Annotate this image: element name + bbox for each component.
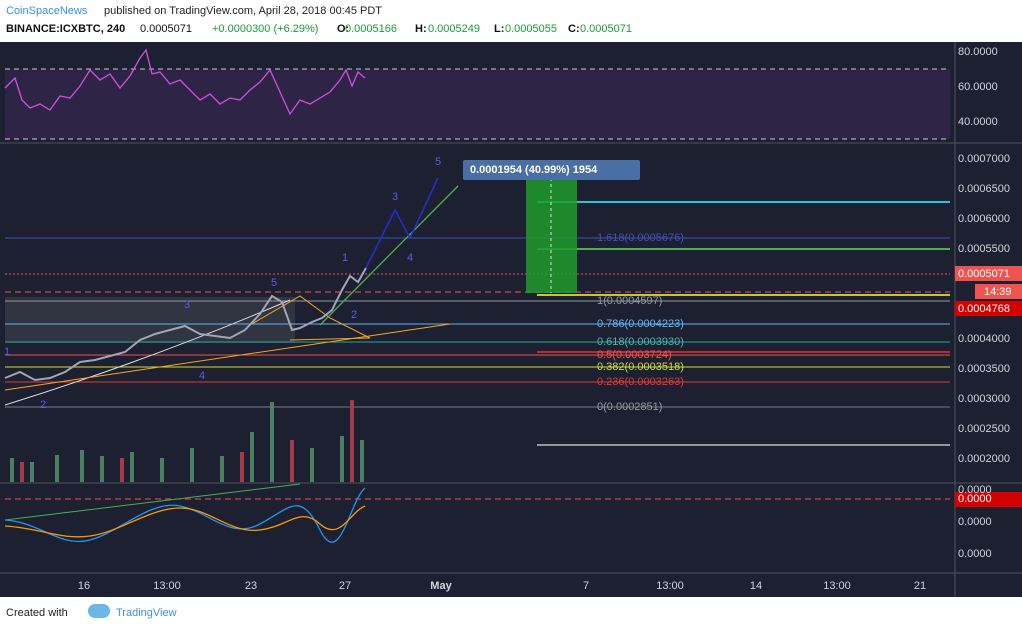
axis-label: 0.0000 (958, 484, 992, 496)
axis-label: 0.0002000 (958, 453, 1010, 465)
volume (10, 402, 364, 482)
wave-label: 5 (435, 156, 441, 168)
time-label: 27 (339, 580, 351, 592)
trend-line (4, 323, 451, 391)
axis-label: 80.0000 (958, 46, 998, 58)
ohlc-value: 0.0005071 (580, 23, 632, 35)
change: +0.0000300 (+6.29%) (212, 23, 318, 35)
badge (975, 284, 1022, 299)
measure-label: 0.0001954 (40.99%) 1954 (470, 164, 598, 176)
wave-label: 4 (407, 252, 413, 264)
axis-label: 0.0004000 (958, 333, 1010, 345)
ohlc-key: L: (494, 23, 504, 35)
badge (955, 492, 1022, 507)
wave-label: 2 (351, 309, 357, 321)
ohlc-key: C: (568, 23, 580, 35)
last-price: 0.0005071 (140, 23, 192, 35)
fib-label: 0.5(0.0003724) (597, 349, 672, 361)
ohlc-value: 0.0005055 (505, 23, 557, 35)
fib-label: 0.382(0.0003518) (597, 361, 684, 373)
time-label: 13:00 (656, 580, 684, 592)
wave-label: 4 (199, 370, 205, 382)
osc-line (4, 487, 366, 543)
fib-label: 0.236(0.0003263) (597, 376, 684, 388)
fib-label: 0(0.0002851) (597, 401, 662, 413)
footer-bg (0, 597, 1022, 630)
axis-label: 0.0006500 (958, 183, 1010, 195)
signal-line (4, 505, 366, 538)
rsi-band (5, 69, 950, 139)
axis-label: 0.0007000 (958, 153, 1010, 165)
wave-label: 1 (4, 346, 10, 358)
axis-label: 40.0000 (958, 116, 998, 128)
axis-label: 0.0003000 (958, 393, 1010, 405)
fib-label: 1(0.0004597) (597, 295, 662, 307)
axis-label: 0.0000 (958, 516, 992, 528)
footer-text: Created with (6, 607, 68, 619)
time-label: 7 (583, 580, 589, 592)
fib-label: 0.786(0.0004223) (597, 318, 684, 330)
author: CoinSpaceNews (6, 5, 88, 17)
axis-label: 0.0003500 (958, 363, 1010, 375)
time-label: 13:00 (823, 580, 851, 592)
measure-label-bg (463, 160, 640, 180)
symbol: BINANCE:ICXBTC, 240 (6, 23, 125, 35)
axis-label: 0.0002500 (958, 423, 1010, 435)
badge (955, 266, 1022, 281)
trend-curve (4, 299, 291, 406)
time-label: May (430, 580, 452, 592)
footer-brand: TradingView (116, 607, 177, 619)
badge-text: 0.0000 (958, 493, 992, 505)
header-bg (0, 0, 1022, 42)
fib-label: 1.618(0.0005676) (597, 232, 684, 244)
axis-label: 0.0005500 (958, 243, 1010, 255)
time-label: 13:00 (153, 580, 181, 592)
ohlc-key: O: (337, 23, 349, 35)
published: published on TradingView.com, April 28, … (104, 5, 382, 17)
trend-line (4, 483, 301, 521)
wave-path (359, 177, 439, 281)
wave-label: 3 (392, 191, 398, 203)
badge (955, 301, 1022, 316)
time-label: 23 (245, 580, 257, 592)
axis-label: 0.0000 (958, 548, 992, 560)
badge-text: 0.0004768 (958, 303, 1010, 315)
wave-label: 1 (342, 252, 348, 264)
wave-label: 3 (184, 299, 190, 311)
ohlc-value: 0.0005166 (345, 23, 397, 35)
badge-text: 0.0005071 (958, 268, 1010, 280)
wave-label: 5 (271, 277, 277, 289)
time-label: 16 (78, 580, 90, 592)
axis-label: 0.0006000 (958, 213, 1010, 225)
logo (88, 604, 110, 618)
wave-label: 2 (40, 399, 46, 411)
ohlc-key: H: (415, 23, 427, 35)
axis-label: 60.0000 (958, 81, 998, 93)
badge-text: 14:39 (984, 286, 1012, 298)
volume-down (20, 400, 354, 482)
time-label: 14 (750, 580, 762, 592)
fib-label: 0.618(0.0003930) (597, 336, 684, 348)
time-label: 21 (914, 580, 926, 592)
ohlc-value: 0.0005249 (428, 23, 480, 35)
trend-line (319, 185, 459, 326)
rsi-line (4, 48, 366, 116)
price-line (4, 267, 367, 382)
